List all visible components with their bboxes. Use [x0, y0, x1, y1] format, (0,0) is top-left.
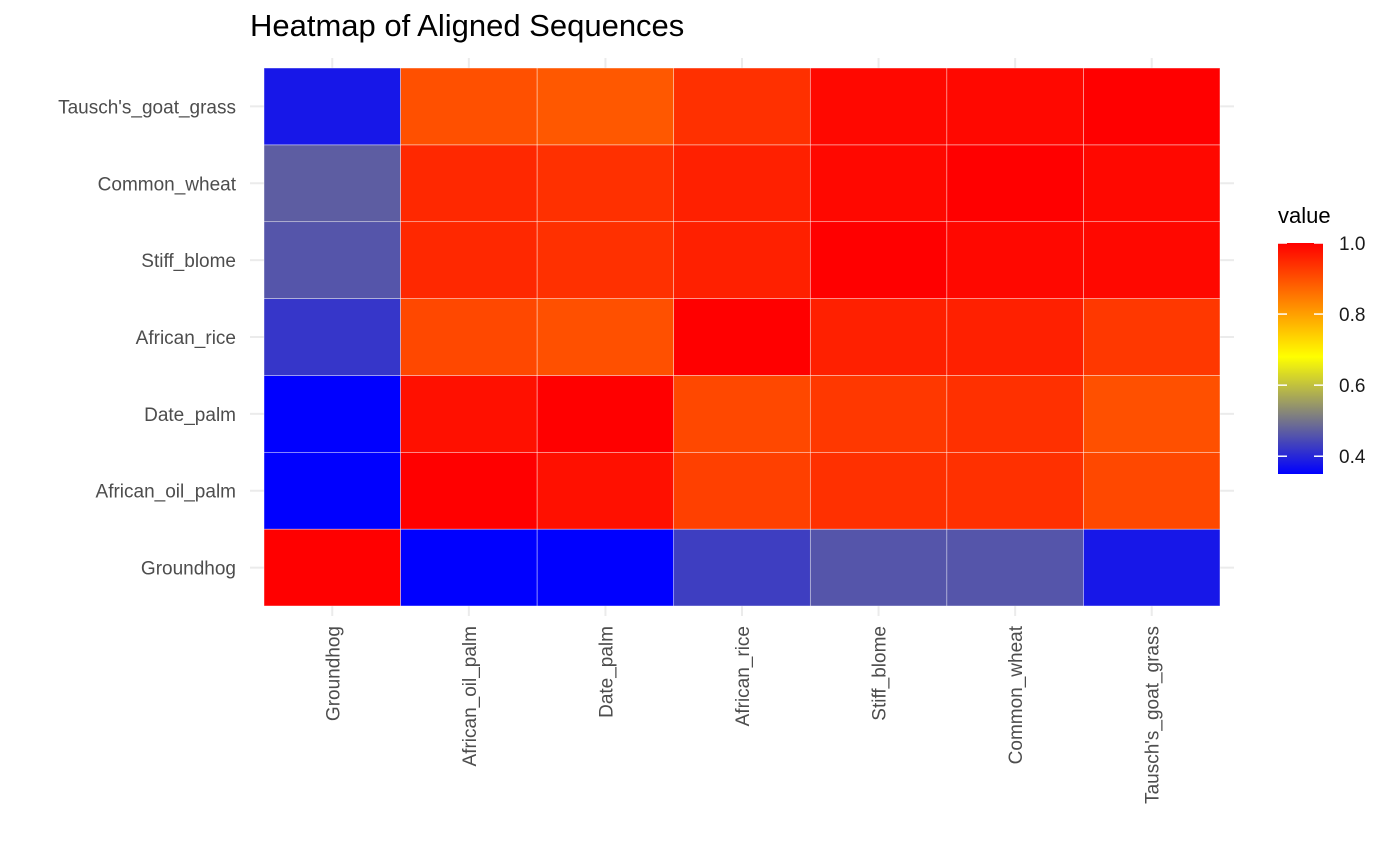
- heatmap-cell: [263, 298, 401, 376]
- heatmap-cell: [673, 67, 811, 146]
- heatmap-cell: [809, 67, 948, 146]
- heatmap-cell: [536, 451, 675, 530]
- heatmap-cell: [946, 144, 1084, 223]
- heatmap-cell: [400, 67, 538, 146]
- heatmap-cell: [946, 298, 1084, 376]
- y-tick-label: Tausch's_goat_grass: [58, 97, 236, 118]
- heatmap-cell: [400, 451, 538, 530]
- heatmap-cell: [1083, 375, 1221, 453]
- heatmap-cell: [946, 451, 1084, 530]
- heatmap-cell: [400, 144, 538, 223]
- heatmap-cell: [1083, 144, 1221, 223]
- y-tick-label: Groundhog: [141, 559, 236, 580]
- heatmap-cell: [946, 528, 1084, 607]
- color-legend: 1.0 0.8 0.6 0.4: [1278, 234, 1366, 474]
- heatmap-cell: [809, 375, 948, 453]
- x-tick-label: Tausch's_goat_grass: [1143, 626, 1164, 804]
- x-tick-label: African_oil_palm: [460, 626, 481, 766]
- heatmap-cell: [673, 298, 811, 376]
- legend-tick-label: 0.8: [1339, 305, 1365, 326]
- heatmap-cell: [536, 67, 675, 146]
- heatmap-cell: [1083, 67, 1221, 146]
- heatmap-cell: [673, 528, 811, 607]
- heatmap-cell: [263, 528, 401, 607]
- heatmap-cell: [536, 375, 675, 453]
- heatmap-cell: [536, 528, 675, 607]
- heatmap-cell: [673, 375, 811, 453]
- y-tick-label: Common_wheat: [98, 174, 237, 195]
- heatmap-cell: [263, 144, 401, 223]
- heatmap-cell: [809, 298, 948, 376]
- heatmap-cell: [673, 221, 811, 299]
- heatmap-cell: [1083, 298, 1221, 376]
- legend-colorbar: [1278, 243, 1323, 474]
- heatmap-cell: [673, 451, 811, 530]
- heatmap-cell: [400, 221, 538, 299]
- heatmap-cell: [536, 221, 675, 299]
- legend-title: value: [1278, 203, 1331, 228]
- heatmap-cell: [809, 144, 948, 223]
- x-tick-label: Stiff_blome: [870, 626, 891, 721]
- heatmap-cell: [400, 298, 538, 376]
- heatmap-cell: [946, 67, 1084, 146]
- heatmap-cell: [809, 221, 948, 299]
- heatmap-cell: [400, 375, 538, 453]
- x-tick-label: Groundhog: [323, 626, 344, 721]
- heatmap-cell: [673, 144, 811, 223]
- heatmap-cell: [263, 451, 401, 530]
- heatmap-cell: [809, 528, 948, 607]
- heatmap-cell: [263, 375, 401, 453]
- heatmap-cell: [400, 528, 538, 607]
- heatmap-cell: [263, 67, 401, 146]
- heatmap-cell: [263, 221, 401, 299]
- legend-tick-label: 0.4: [1339, 447, 1366, 468]
- chart-title: Heatmap of Aligned Sequences: [250, 8, 685, 43]
- heatmap-cell: [809, 451, 948, 530]
- x-axis-labels: Groundhog African_oil_palm Date_palm Africa…: [323, 625, 1163, 804]
- heatmap-cell: [536, 144, 675, 223]
- heatmap-cell: [1083, 451, 1221, 530]
- x-tick-label: Common_wheat: [1006, 625, 1027, 764]
- legend-tick-label: 1.0: [1339, 234, 1365, 255]
- heatmap-cell: [1083, 221, 1221, 299]
- y-axis-labels: Groundhog African_oil_palm Date_palm Africa…: [58, 97, 237, 579]
- y-tick-label: Date_palm: [144, 405, 236, 426]
- heatmap-cell: [946, 375, 1084, 453]
- y-tick-label: Stiff_blome: [141, 251, 236, 272]
- y-tick-label: African_rice: [136, 328, 236, 349]
- legend-tick-label: 0.6: [1339, 376, 1365, 397]
- x-tick-label: African_rice: [733, 626, 754, 726]
- x-tick-label: Date_palm: [596, 626, 617, 718]
- heatmap-cell: [536, 298, 675, 376]
- heatmap-cell: [946, 221, 1084, 299]
- heatmap-cell: [1083, 528, 1221, 607]
- heatmap-cells: [263, 67, 1221, 607]
- y-tick-label: African_oil_palm: [96, 482, 236, 503]
